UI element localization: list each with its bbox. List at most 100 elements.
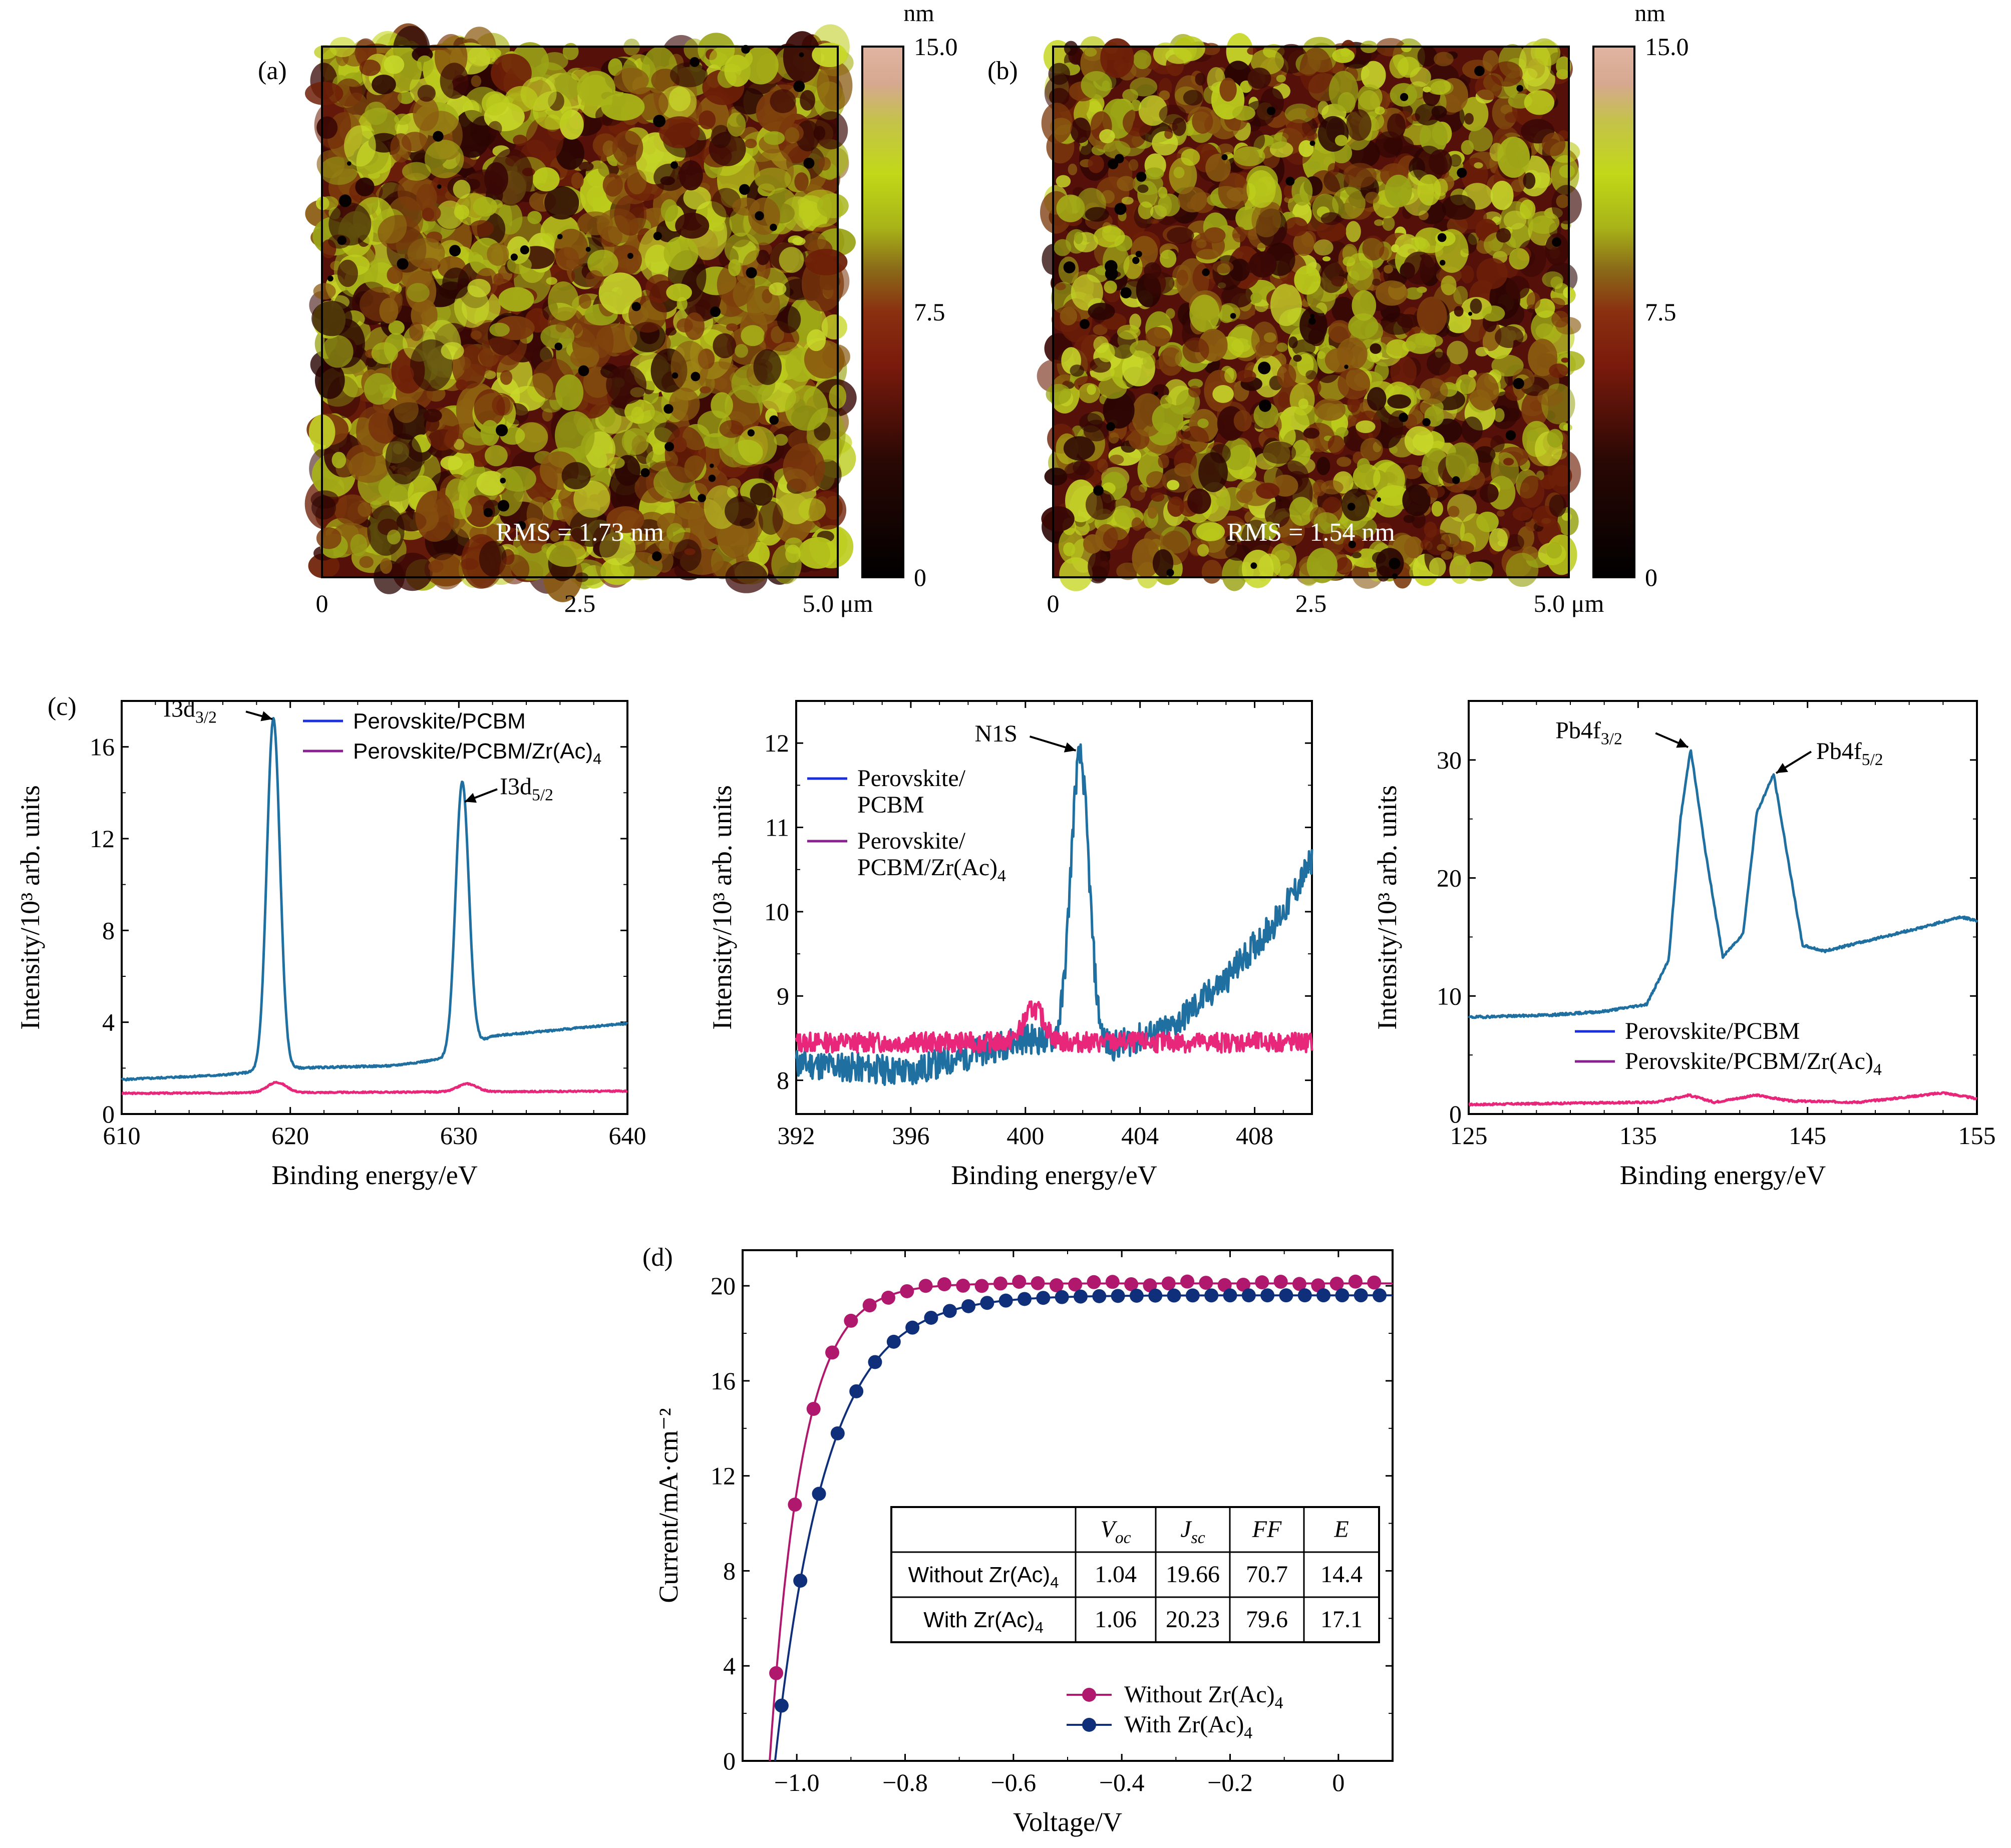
afm-grain <box>334 494 371 526</box>
afm-grain <box>1370 343 1382 354</box>
series-with-zr-point <box>1335 1288 1350 1303</box>
panel-b-label: (b) <box>987 57 1018 85</box>
afm-pore <box>1400 93 1409 102</box>
series-with-zr-point <box>1297 1288 1312 1303</box>
afm-grain <box>1500 105 1514 115</box>
table-cell: 70.7 <box>1246 1561 1288 1588</box>
afm-grain <box>1084 48 1097 57</box>
afm-grain <box>627 169 647 195</box>
afm-grain <box>1131 100 1142 112</box>
afm-grain <box>1493 408 1505 423</box>
afm-grain <box>628 295 667 333</box>
afm-grain <box>1387 394 1411 409</box>
afm-pore <box>337 235 347 245</box>
afm-grain <box>1491 452 1519 490</box>
afm-grain <box>1327 435 1345 455</box>
x-tick-label: 640 <box>609 1122 646 1150</box>
afm-pore <box>483 508 493 517</box>
x-tick-label: 0 <box>1332 1768 1345 1796</box>
afm-grain <box>1221 284 1253 308</box>
afm-grain <box>578 161 594 172</box>
legend-with-zr: With Zr(Ac)4 <box>1124 1711 1252 1742</box>
afm-pore <box>631 302 641 311</box>
afm-grain <box>769 282 787 296</box>
afm-grain <box>1244 101 1275 127</box>
afm-grain <box>774 434 788 446</box>
afm-grain <box>398 365 414 384</box>
afm-pore <box>1377 497 1382 502</box>
afm-grain <box>1474 446 1496 463</box>
afm-grain <box>1232 226 1246 243</box>
annotation-i3d52-sub: 5/2 <box>532 786 553 804</box>
afm-grain <box>614 195 647 236</box>
afm-b-frame <box>1052 46 1570 578</box>
series-with-zr-point <box>1129 1288 1144 1303</box>
afm-pore <box>1308 317 1316 325</box>
annotation-pb4f52-arrow-head <box>1776 763 1788 774</box>
afm-pore <box>1132 256 1140 264</box>
afm-grain <box>359 556 374 568</box>
afm-grain <box>1210 444 1231 464</box>
afm-grain <box>1130 340 1156 358</box>
series-with-zr-point <box>1185 1288 1200 1303</box>
afm-grain <box>758 501 784 535</box>
afm-pore <box>339 194 352 207</box>
afm-grain <box>1479 484 1499 503</box>
afm-pore <box>690 57 700 67</box>
afm-grain <box>450 500 472 520</box>
afm-grain <box>1212 260 1234 274</box>
series-with-zr-point <box>868 1355 882 1369</box>
afm-grain <box>1406 85 1424 99</box>
afm-pore <box>554 342 563 350</box>
afm-grain <box>1417 46 1438 67</box>
afm-pore <box>1440 259 1446 266</box>
afm-a-frame <box>321 46 839 578</box>
afm-grain <box>1085 207 1109 222</box>
afm-grain <box>1461 265 1474 284</box>
y-tick-label: 10 <box>764 898 789 926</box>
afm-grain <box>1236 369 1256 383</box>
afm-grain <box>1188 386 1201 398</box>
legend-label-line2: PCBM/Zr(Ac)4 <box>857 854 1006 885</box>
table-cell: 14.4 <box>1320 1561 1363 1588</box>
afm-grain <box>561 462 591 490</box>
afm-grain <box>1461 417 1483 443</box>
afm-grain <box>1389 54 1409 79</box>
table-header-cell-base: V <box>1100 1516 1117 1543</box>
afm-grain <box>1046 384 1072 405</box>
afm-pore <box>585 247 591 252</box>
afm-grain <box>476 471 506 496</box>
x-tick-label: 610 <box>103 1122 141 1150</box>
afm-grain <box>669 62 708 88</box>
afm-grain <box>1441 551 1453 560</box>
afm-grain <box>1316 221 1347 241</box>
afm-grain <box>1192 262 1216 293</box>
xps-plot-nitrogen: 392 396 400 404 408 8 9 10 11 12 Binding energy/eV… <box>707 700 1313 1190</box>
afm-grain <box>407 237 445 269</box>
afm-pore <box>327 275 333 282</box>
afm-pore <box>739 184 750 195</box>
afm-grain <box>1382 216 1395 231</box>
afm-grain <box>798 537 837 569</box>
afm-pore <box>793 80 805 92</box>
afm-grain <box>763 131 785 145</box>
afm-grain <box>1420 254 1442 276</box>
afm-grain <box>1305 370 1317 380</box>
afm-grain <box>1545 233 1569 266</box>
afm-grain <box>1298 140 1314 157</box>
afm-grain <box>1424 529 1450 555</box>
x-tick-2.5: 2.5 <box>564 589 596 617</box>
series-without-zr-point <box>1105 1275 1120 1289</box>
afm-grain <box>674 539 702 572</box>
afm-grain <box>1173 36 1205 62</box>
series-perovskite-pcbm-zr <box>121 1080 628 1095</box>
series-with-zr-point <box>1055 1290 1069 1304</box>
annotation-pb4f52: Pb4f5/2 <box>1816 738 1883 769</box>
afm-grain <box>331 452 347 469</box>
afm-grain <box>378 215 420 250</box>
afm-grain <box>785 385 828 431</box>
legend-perovskite-pcbm-zr: Perovskite/PCBM/Zr(Ac)4 <box>1625 1048 1882 1079</box>
series-with-zr-point <box>812 1487 826 1501</box>
series-with-zr-point <box>980 1296 994 1310</box>
